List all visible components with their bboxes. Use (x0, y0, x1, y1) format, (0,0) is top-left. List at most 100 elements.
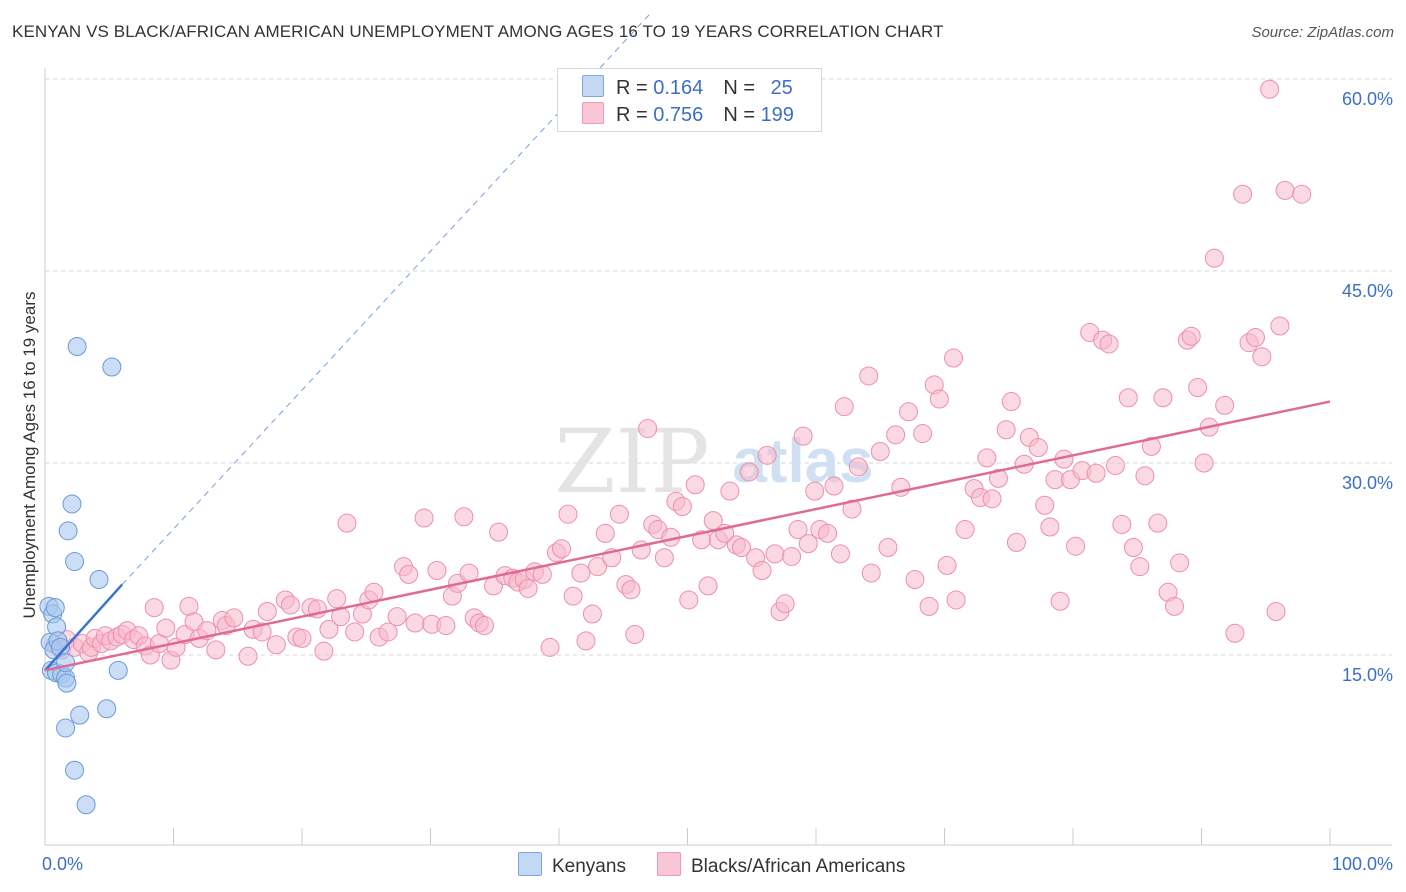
black-point (1118, 388, 1138, 408)
black-point (206, 640, 226, 660)
black-point (292, 628, 312, 648)
kenyan-point (70, 705, 90, 725)
black-point (988, 468, 1008, 488)
black-point (782, 546, 802, 566)
y-tick-label: 45.0% (1342, 281, 1393, 301)
kenyan-point (97, 699, 117, 719)
kenyan-point (65, 760, 85, 780)
kenyan-point (56, 718, 76, 738)
black-point (280, 595, 300, 615)
kenyan-point (56, 653, 76, 673)
x-tick-label-max: 100.0% (1332, 854, 1393, 874)
black-point (830, 544, 850, 564)
black-point (824, 476, 844, 496)
black-point (252, 622, 272, 642)
black-point (224, 608, 244, 628)
legend-kenyans: Kenyans (518, 852, 626, 878)
black-point (1130, 557, 1150, 577)
black-point (474, 616, 494, 636)
black-point (1260, 79, 1280, 99)
y-tick-label: 15.0% (1342, 665, 1393, 685)
kenyan-point (67, 337, 87, 357)
black-point (899, 402, 919, 422)
black-point (1050, 591, 1070, 611)
y-tick-label: 30.0% (1342, 473, 1393, 493)
black-point (1112, 514, 1132, 534)
black-point (870, 441, 890, 461)
black-point (337, 513, 357, 533)
black-point (266, 635, 286, 655)
black-point (955, 520, 975, 540)
black-point (436, 616, 456, 636)
black-point (1292, 184, 1312, 204)
legend-row-kenyans: R = 0.164 N = 25 (582, 75, 793, 99)
n-label: N = (723, 104, 761, 126)
black-point (996, 420, 1016, 440)
black-point (878, 537, 898, 557)
black-point (798, 534, 818, 554)
kenyan-swatch (582, 75, 604, 97)
black-point (765, 544, 785, 564)
black-point (540, 637, 560, 657)
black-point (672, 497, 692, 517)
black-point (1194, 453, 1214, 473)
black-point (905, 569, 925, 589)
legend-blacks: Blacks/African Americans (657, 852, 905, 878)
black-point (563, 586, 583, 606)
black-point (144, 598, 164, 618)
black-point (757, 445, 777, 465)
black-point (1141, 436, 1161, 456)
n-value: 25 (770, 77, 793, 99)
black-point (1215, 395, 1235, 415)
black-point (1204, 248, 1224, 268)
kenyan-point (108, 660, 128, 680)
black-point (387, 607, 407, 627)
black-point (1001, 392, 1021, 412)
n-label: N = (723, 77, 761, 99)
black-point (319, 619, 339, 639)
black-point (489, 522, 509, 542)
black-point (929, 389, 949, 409)
black-point (739, 462, 759, 482)
black-point (414, 508, 434, 528)
black-point (842, 499, 862, 519)
black-point (679, 590, 699, 610)
black-point (1233, 184, 1253, 204)
black-point (327, 589, 347, 609)
black-swatch (582, 102, 604, 124)
black-point (654, 548, 674, 568)
kenyan-point (57, 673, 77, 693)
y-axis-label: Unemployment Among Ages 16 to 19 years (20, 291, 39, 619)
black-point (1165, 596, 1185, 616)
black-point (913, 424, 933, 444)
black-point (582, 604, 602, 624)
black-point (571, 563, 591, 583)
black-point (919, 596, 939, 616)
black-point (405, 613, 425, 633)
black-point (946, 590, 966, 610)
x-tick-label-min: 0.0% (42, 854, 83, 874)
black-point (943, 348, 963, 368)
black-point (625, 625, 645, 645)
black-point (552, 539, 572, 559)
black-point (588, 557, 608, 577)
black-point (793, 426, 813, 446)
kenyan-point (62, 494, 82, 514)
legend-blacks-label: Blacks/African Americans (691, 856, 906, 877)
kenyan-point (76, 795, 96, 815)
correlation-legend: R = 0.164 N = 25 R = 0.756 N = 199 (557, 68, 822, 132)
black-point (834, 397, 854, 417)
black-point (1270, 316, 1290, 336)
axes (44, 68, 1392, 846)
black-point (399, 564, 419, 584)
black-point (818, 523, 838, 543)
black-point (314, 641, 334, 661)
black-point (1035, 495, 1055, 515)
black-point (454, 507, 474, 527)
n-value: 199 (760, 104, 794, 126)
black-legend-swatch (657, 852, 681, 876)
black-point (1028, 438, 1048, 458)
black-point (1123, 537, 1143, 557)
black-point (1266, 601, 1286, 621)
